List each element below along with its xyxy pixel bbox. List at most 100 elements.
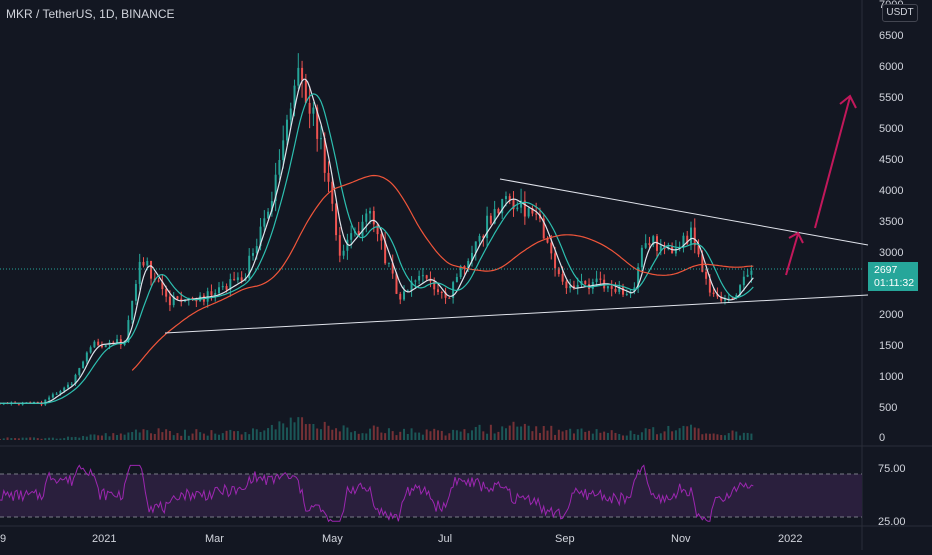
- volume-bar: [297, 417, 300, 440]
- volume-bar: [338, 431, 341, 440]
- volume-bar: [542, 426, 545, 440]
- candle-body: [693, 227, 696, 246]
- volume-bar: [569, 428, 572, 440]
- candle-body: [659, 245, 662, 251]
- volume-bar: [100, 435, 103, 440]
- volume-bar: [353, 431, 356, 440]
- volume-bar: [516, 426, 519, 440]
- candle-body: [263, 218, 266, 227]
- volume-bar: [538, 432, 541, 440]
- main-price-pane[interactable]: [0, 0, 862, 446]
- projection-arrow-long[interactable]: [814, 94, 857, 229]
- volume-bar: [606, 432, 609, 440]
- candle-body: [735, 295, 738, 299]
- currency-button[interactable]: USDT: [882, 4, 918, 22]
- candle-body: [421, 275, 424, 277]
- volume-bar: [161, 432, 164, 440]
- volume-bar: [233, 431, 236, 440]
- candle-body: [403, 291, 406, 300]
- candle-body: [557, 268, 560, 275]
- candle-body: [720, 296, 723, 301]
- rsi-label-upper: 75.00: [878, 463, 906, 475]
- candle-body: [652, 236, 655, 245]
- support-trendline[interactable]: [164, 294, 869, 334]
- volume-bar: [335, 428, 338, 440]
- volume-bar: [293, 422, 296, 440]
- candle-body: [369, 211, 372, 214]
- candle-body: [323, 138, 326, 173]
- volume-bar: [671, 431, 674, 440]
- candle-body: [66, 384, 69, 388]
- volume-bar: [17, 438, 20, 440]
- candle-body: [482, 235, 485, 238]
- candle-body: [686, 235, 689, 244]
- volume-bar: [493, 433, 496, 440]
- candle-body: [63, 387, 66, 392]
- volume-bar: [263, 430, 266, 440]
- candle-body: [467, 260, 470, 270]
- volume-bar: [301, 417, 304, 440]
- bar-countdown: 01:11:32: [874, 277, 915, 289]
- candle-body: [489, 215, 492, 224]
- volume-bar: [59, 438, 62, 440]
- volume-bar: [716, 434, 719, 440]
- volume-bar: [229, 429, 232, 440]
- volume-bar: [40, 438, 43, 440]
- candle-body: [512, 200, 515, 210]
- volume-bar: [369, 428, 372, 440]
- volume-bar: [138, 432, 141, 440]
- symbol-title[interactable]: MKR / TetherUS, 1D, BINANCE: [6, 7, 175, 21]
- candle-body: [274, 174, 277, 202]
- volume-bar: [55, 438, 58, 440]
- candle-body: [210, 291, 213, 296]
- volume-bar: [244, 432, 247, 440]
- volume-bar: [251, 428, 254, 440]
- projection-arrow-short[interactable]: [785, 231, 804, 276]
- volume-bar: [380, 432, 383, 440]
- time-label: Mar: [205, 533, 224, 545]
- time-label: Sep: [555, 533, 575, 545]
- volume-bar: [523, 423, 526, 440]
- time-label: 2021: [92, 533, 116, 545]
- volume-bar: [674, 430, 677, 440]
- candle-body: [689, 227, 692, 244]
- candle-body: [157, 280, 160, 282]
- resistance-trendline[interactable]: [499, 178, 869, 246]
- candle-body: [508, 196, 511, 201]
- volume-bar: [285, 427, 288, 440]
- volume-bar: [184, 429, 187, 440]
- candle-body: [504, 196, 507, 200]
- rsi-line: [0, 464, 754, 523]
- candle-body: [410, 281, 413, 291]
- candle-body: [251, 253, 254, 256]
- moving-averages: [0, 78, 754, 404]
- candle-body: [142, 261, 145, 266]
- volume-bar: [218, 434, 221, 440]
- candle-body: [123, 342, 126, 345]
- time-axis[interactable]: 9 2021 Mar May Jul Sep Nov 2022: [0, 533, 802, 545]
- volume-bar: [214, 433, 217, 440]
- price-label: 0: [879, 432, 885, 444]
- price-label: 1000: [879, 371, 903, 383]
- volume-bar: [123, 434, 126, 440]
- price-axis[interactable]: 7000 6500 6000 5500 5000 4500 4000 3500 …: [879, 0, 903, 444]
- volume-bar: [410, 428, 413, 440]
- volume-bar: [482, 431, 485, 440]
- candle-body: [146, 260, 149, 266]
- candle-body: [610, 286, 613, 289]
- candle-body: [546, 238, 549, 243]
- candle-body: [259, 226, 262, 247]
- candle-body: [218, 287, 221, 294]
- volume-bar: [21, 437, 24, 440]
- candle-body: [285, 119, 288, 141]
- volume-bar: [580, 428, 583, 440]
- candle-body: [554, 253, 557, 269]
- candle-body: [739, 285, 742, 296]
- price-label: 1500: [879, 340, 903, 352]
- volume-bar: [2, 438, 5, 440]
- volume-bar: [0, 438, 1, 440]
- candle-body: [561, 274, 564, 282]
- rsi-axis[interactable]: 75.00 25.00: [878, 463, 906, 528]
